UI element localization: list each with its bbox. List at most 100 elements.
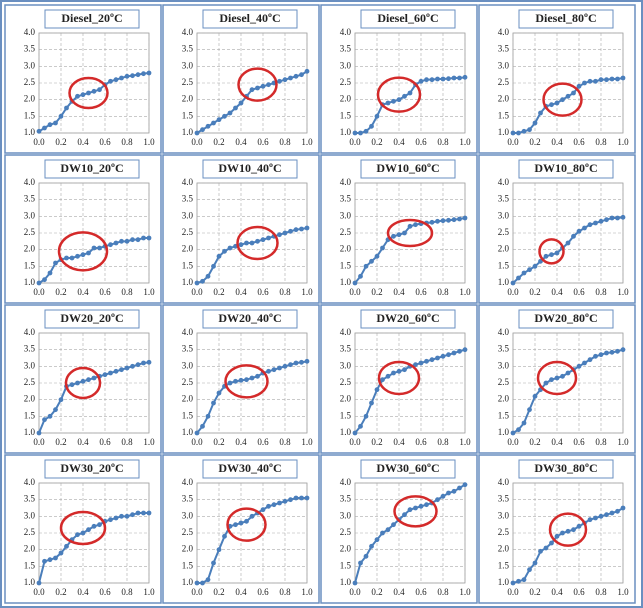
y-tick-label: 1.5 [24, 110, 36, 120]
data-point [446, 217, 451, 223]
chart-panel: 1.0 1.5 2.0 2.5 3.0 3.5 4.0 0.0 0.2 0.4 0.6 0.8 1.0 D… [4, 4, 162, 154]
data-point [615, 508, 620, 514]
data-point [91, 523, 97, 529]
x-tick-label: 0.8 [279, 287, 291, 297]
y-tick-label: 3.0 [182, 210, 194, 220]
x-tick-label: 0.2 [213, 587, 224, 597]
data-point [593, 515, 598, 521]
data-point [260, 83, 266, 89]
y-tick-label: 3.0 [340, 60, 352, 70]
title-box [44, 459, 140, 479]
chart-title: DW30_20ºC [60, 461, 123, 475]
data-point [620, 347, 626, 353]
data-point [565, 370, 571, 376]
data-point [582, 225, 587, 231]
y-tick-label: 2.0 [340, 94, 352, 104]
chart-title: DW20_60ºC [376, 311, 439, 325]
y-tick-label: 1.0 [340, 127, 352, 137]
data-point [146, 359, 152, 365]
x-tick-label: 0.4 [551, 587, 563, 597]
x-tick-label: 0.0 [191, 287, 203, 297]
y-tick-label: 1.5 [498, 260, 510, 270]
y-tick-label: 3.0 [182, 510, 194, 520]
data-point [266, 82, 271, 88]
data-point [135, 72, 141, 78]
y-tick-label: 4.0 [24, 177, 36, 187]
data-point [233, 105, 238, 111]
data-point [451, 75, 457, 81]
x-tick-label: 0.2 [55, 437, 66, 447]
data-point [53, 120, 58, 126]
data-point [609, 349, 615, 355]
x-tick-label: 0.2 [55, 287, 66, 297]
title-box [202, 159, 298, 179]
data-point [385, 527, 391, 533]
data-point [238, 242, 244, 248]
data-point [36, 128, 42, 134]
x-tick-label: 0.4 [77, 587, 89, 597]
data-point [42, 125, 47, 131]
data-point [510, 130, 516, 136]
data-point [527, 267, 532, 273]
data-point [374, 537, 380, 543]
x-tick-label: 1.0 [617, 137, 629, 147]
data-point [571, 90, 576, 96]
x-tick-label: 0.0 [507, 137, 519, 147]
x-tick-label: 1.0 [459, 587, 471, 597]
data-point [299, 226, 304, 232]
data-point [266, 235, 271, 241]
data-point [86, 377, 91, 383]
data-point [413, 362, 418, 368]
data-point [130, 512, 135, 518]
data-point [462, 347, 468, 353]
data-point [194, 580, 200, 586]
y-tick-label: 3.5 [182, 44, 194, 54]
y-tick-label: 3.5 [182, 494, 194, 504]
x-tick-label: 0.2 [213, 137, 224, 147]
data-point [282, 77, 288, 83]
data-point [424, 77, 429, 83]
y-tick-label: 2.5 [498, 527, 510, 537]
y-tick-label: 1.0 [182, 427, 194, 437]
x-tick-label: 0.8 [437, 137, 449, 147]
data-point [620, 505, 626, 511]
y-tick-label: 2.0 [182, 244, 194, 254]
x-tick-label: 0.0 [33, 287, 45, 297]
highlight-circle [57, 231, 109, 272]
data-point [593, 353, 598, 359]
data-point [80, 252, 86, 258]
data-point [97, 522, 102, 528]
x-tick-label: 0.6 [99, 587, 111, 597]
chart-title: Diesel_20ºC [61, 11, 122, 25]
data-point [620, 75, 626, 81]
data-point [293, 73, 299, 79]
x-tick-label: 0.6 [573, 137, 585, 147]
data-point [457, 75, 462, 81]
data-point [244, 240, 249, 246]
y-tick-label: 1.0 [340, 577, 352, 587]
y-tick-label: 1.5 [182, 560, 194, 570]
data-point [429, 219, 435, 225]
y-tick-label: 4.0 [498, 177, 510, 187]
chart-title: Diesel_60ºC [377, 11, 438, 25]
x-tick-label: 0.4 [393, 287, 405, 297]
data-point [69, 382, 75, 388]
data-point [124, 513, 130, 519]
x-tick-label: 0.8 [279, 587, 291, 597]
data-point [385, 100, 391, 106]
data-point [108, 242, 113, 248]
data-point [424, 358, 429, 364]
x-tick-label: 0.4 [77, 437, 89, 447]
data-point [260, 237, 266, 243]
data-point [391, 233, 396, 239]
y-tick-label: 1.5 [24, 560, 36, 570]
data-point [440, 218, 446, 224]
data-point [216, 117, 222, 123]
y-tick-label: 3.0 [182, 60, 194, 70]
x-tick-label: 0.6 [99, 287, 111, 297]
data-point [369, 258, 374, 264]
data-point [527, 127, 532, 133]
data-point [554, 100, 560, 106]
data-point [598, 352, 604, 358]
data-point [598, 218, 604, 224]
